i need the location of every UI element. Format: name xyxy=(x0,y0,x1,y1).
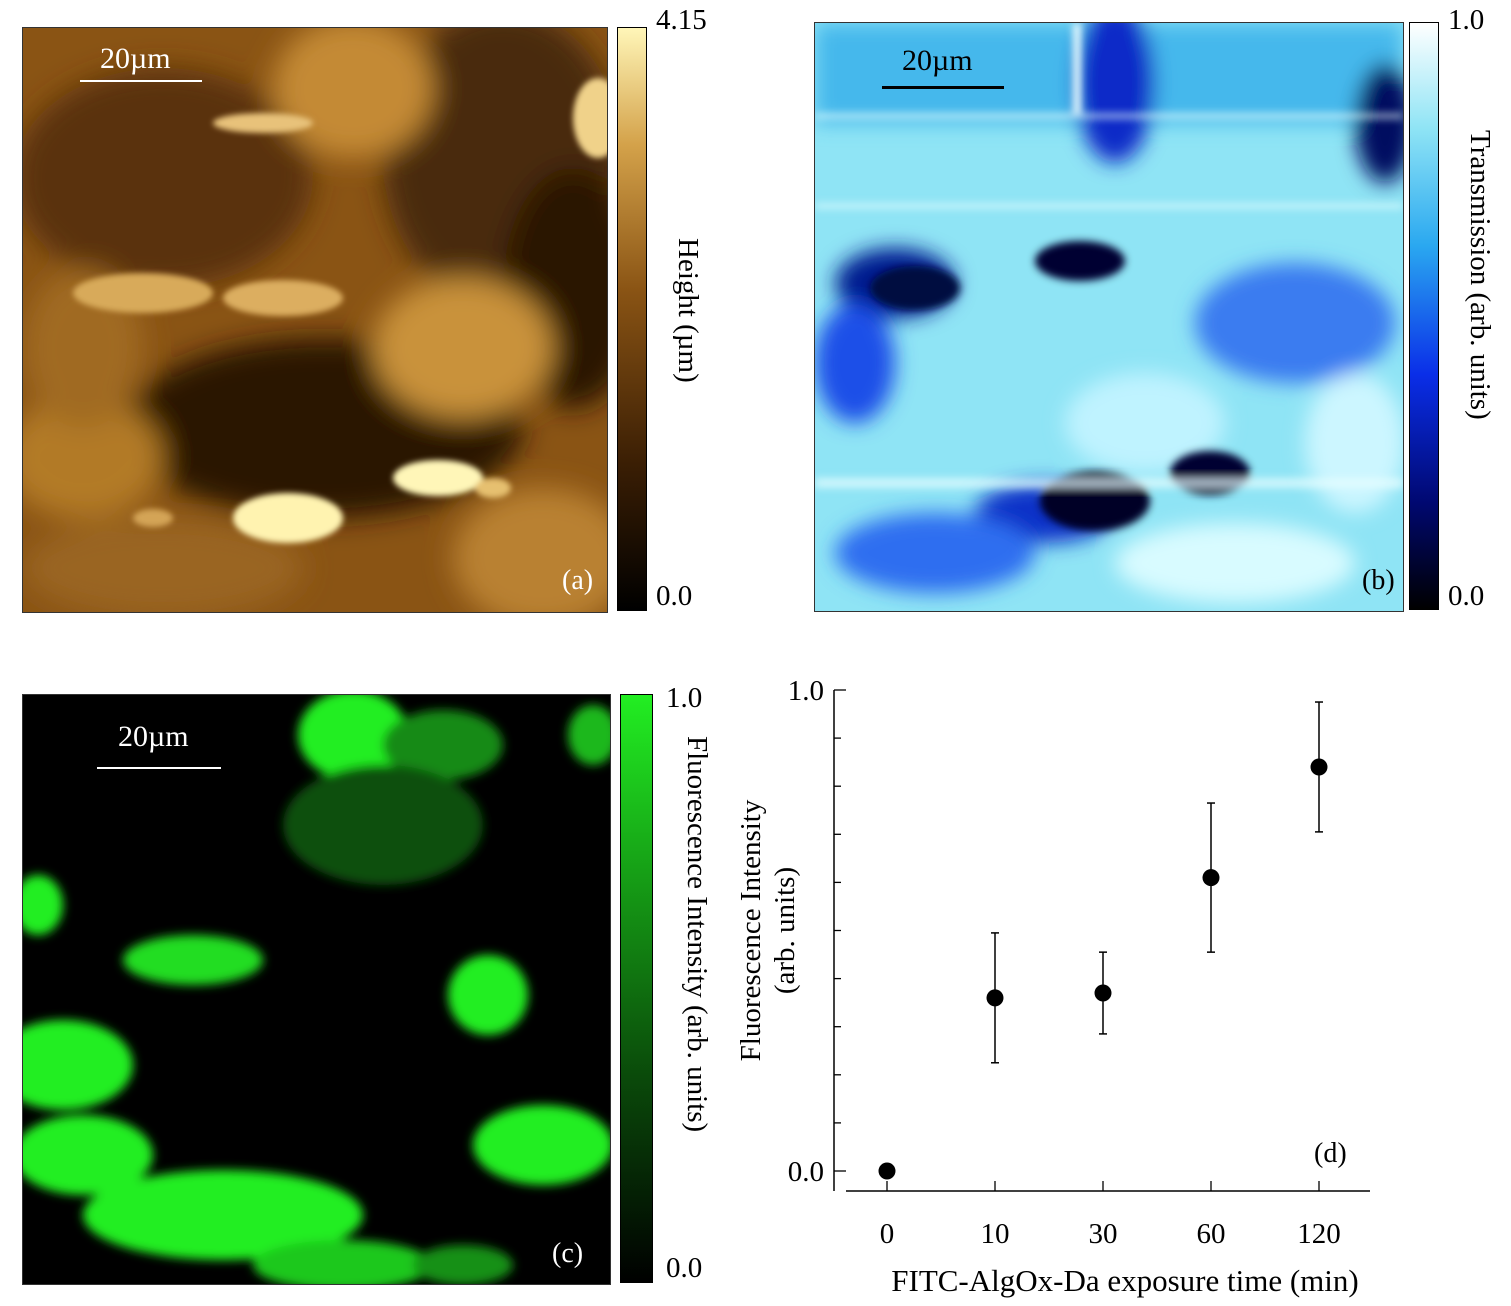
panel-tag: (b) xyxy=(1362,565,1395,596)
scalebar-line xyxy=(97,767,221,769)
data-point xyxy=(878,1162,896,1180)
panel-tag: (c) xyxy=(552,1238,584,1269)
fluorescence-map-image xyxy=(22,694,611,1285)
height-colorbar xyxy=(617,27,647,611)
height-map-image xyxy=(22,27,608,613)
colorbar-axis-label: Height (µm) xyxy=(672,238,704,383)
transmission-map-image xyxy=(814,22,1404,612)
data-point xyxy=(1310,758,1328,776)
scalebar-label: 20µm xyxy=(100,42,171,75)
panel-c: 20µm (c) 1.0 0.0 Fluorescence Intensity … xyxy=(0,660,760,1306)
scalebar-label: 20µm xyxy=(118,720,189,753)
x-tick-label: 60 xyxy=(1197,1218,1226,1250)
scalebar-line xyxy=(80,80,202,82)
panel-a: 20µm (a) 4.15 0.0 Height (µm) xyxy=(0,0,760,640)
data-point xyxy=(1094,984,1112,1002)
x-tick-label: 10 xyxy=(981,1218,1010,1250)
colorbar-max-label: 1.0 xyxy=(1448,4,1485,36)
panel-tag: (d) xyxy=(1314,1138,1347,1169)
x-tick-label: 30 xyxy=(1089,1218,1118,1250)
data-point xyxy=(986,989,1004,1007)
colorbar-min-label: 0.0 xyxy=(666,1252,703,1284)
x-tick-label: 120 xyxy=(1297,1218,1341,1250)
x-tick-label: 0 xyxy=(880,1218,895,1250)
scalebar-label: 20µm xyxy=(902,44,973,77)
panel-tag: (a) xyxy=(562,565,594,596)
colorbar-min-label: 0.0 xyxy=(656,580,693,612)
transmission-colorbar xyxy=(1409,22,1439,610)
colorbar-min-label: 0.0 xyxy=(1448,580,1485,612)
y-axis-label: Fluorescence Intensity(arb. units) xyxy=(735,799,801,1061)
colorbar-axis-label: Transmission (arb. units) xyxy=(1464,130,1496,420)
colorbar-max-label: 1.0 xyxy=(666,682,703,714)
colorbar-max-label: 4.15 xyxy=(656,4,707,36)
scalebar-line xyxy=(882,86,1004,89)
data-point xyxy=(1202,869,1220,887)
fluorescence-colorbar xyxy=(620,694,653,1283)
y-tick-label: 1.0 xyxy=(788,675,824,707)
panel-b: 20µm (b) 1.0 0.0 Transmission (arb. unit… xyxy=(760,0,1511,640)
colorbar-axis-label: Fluorescence Intensity (arb. units) xyxy=(681,736,713,1133)
fluorescence-vs-time-chart: 0.0 1.0 0 10 30 60 120 FITC-AlgOx-Da exposure t… xyxy=(735,675,1370,1298)
y-tick-label: 0.0 xyxy=(788,1156,824,1188)
x-axis-label: FITC-AlgOx-Da exposure time (min) xyxy=(891,1263,1358,1298)
